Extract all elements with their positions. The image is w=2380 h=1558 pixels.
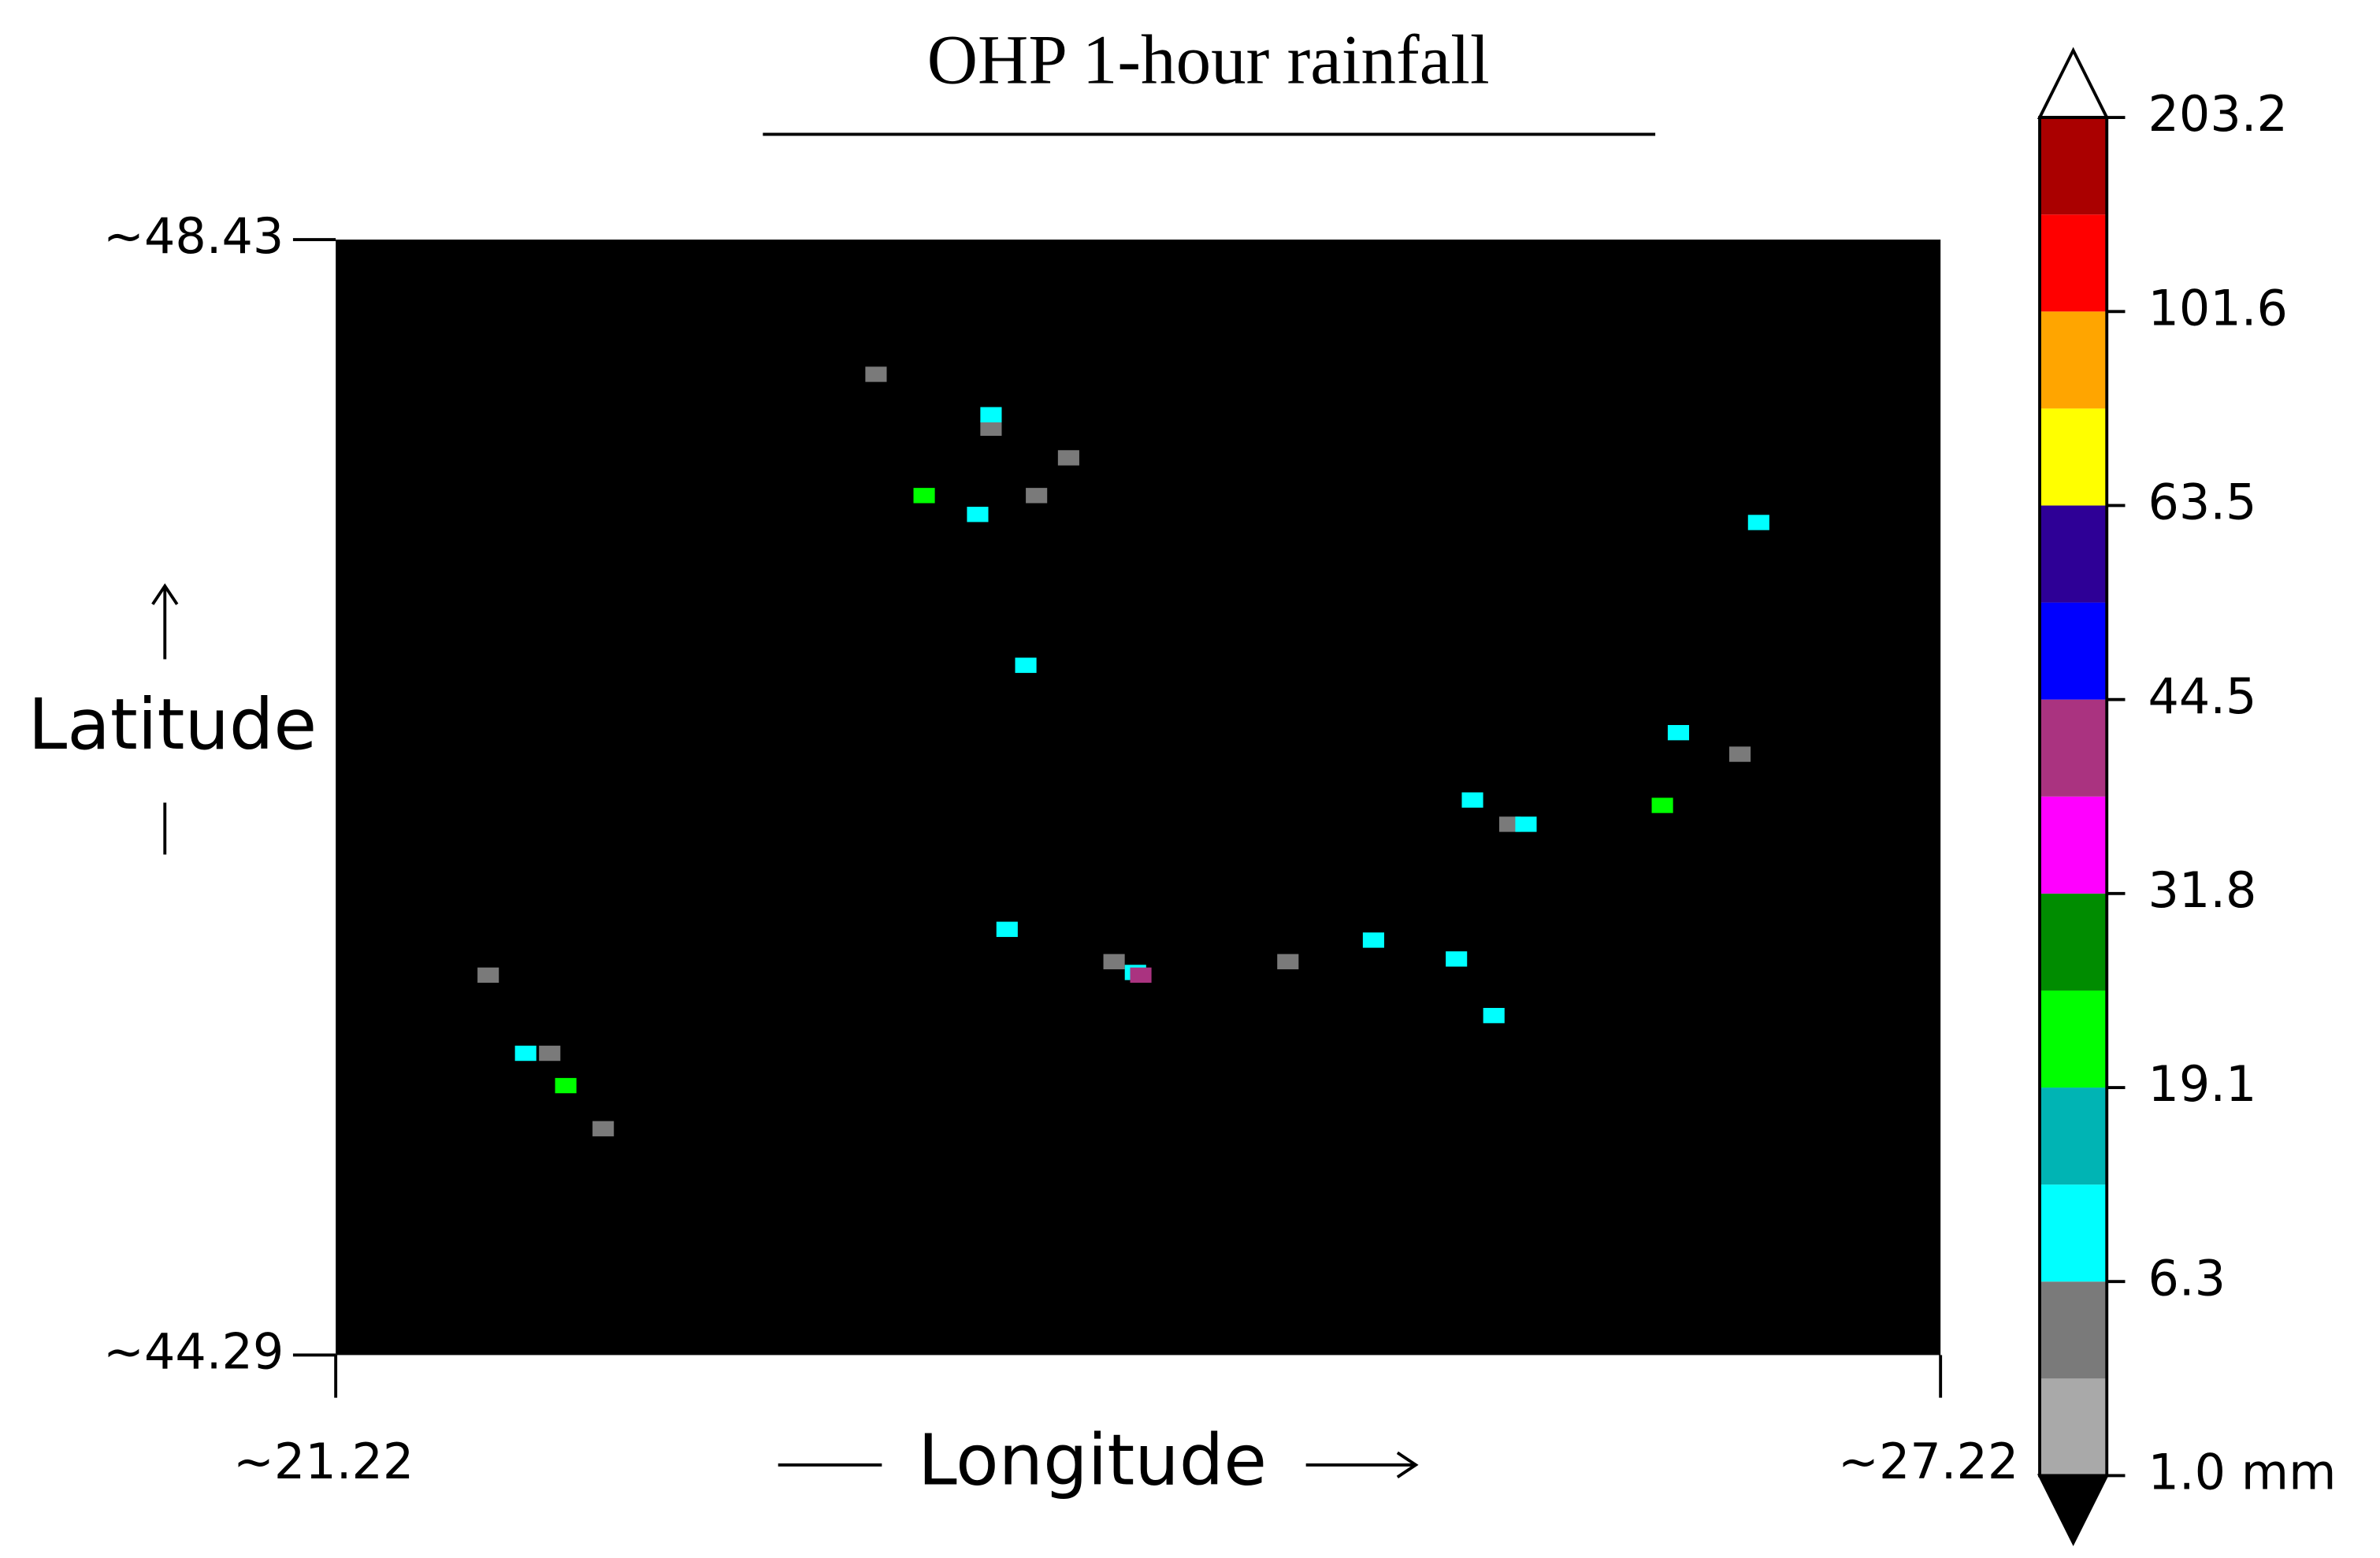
- colorbar-bin: [2040, 505, 2107, 603]
- colorbar-tick-label: 203.2: [2148, 85, 2288, 143]
- colorbar-frame: [2038, 116, 2109, 1478]
- colorbar-bin: [2040, 1378, 2107, 1476]
- colorbar-bin: [2040, 1184, 2107, 1282]
- rain-cell: [1057, 450, 1079, 466]
- rain-cell: [1483, 1007, 1505, 1024]
- rain-cell: [592, 1121, 614, 1136]
- rain-cell: [865, 366, 887, 382]
- colorbar-tick-label: 19.1: [2148, 1055, 2257, 1113]
- rain-cell: [1747, 515, 1769, 530]
- rain-cell: [1362, 932, 1384, 948]
- chart-title: OHP 1-hour rainfall: [927, 22, 1490, 99]
- x-axis-label: Longitude: [918, 1419, 1267, 1501]
- map-background: [336, 240, 1941, 1355]
- rain-cell: [555, 1077, 577, 1094]
- rain-cell: [1499, 816, 1521, 832]
- colorbar-bin: [2040, 893, 2107, 991]
- rain-cell: [1015, 657, 1037, 673]
- colorbar-bin: [2040, 1088, 2107, 1185]
- colorbar-tick-label: 6.3: [2148, 1249, 2226, 1307]
- colorbar-over: [2037, 46, 2110, 120]
- rain-cell: [514, 1045, 537, 1062]
- y-tick-label: ~44.29: [103, 1323, 284, 1381]
- colorbar-tick-label: 101.6: [2148, 279, 2288, 337]
- rain-cell: [539, 1045, 561, 1062]
- x-tick-label: ~27.22: [1838, 1433, 2018, 1490]
- rain-cell: [980, 420, 1002, 437]
- rain-cell: [1446, 951, 1468, 967]
- colorbar-under: [2037, 1474, 2110, 1546]
- colorbar-tick-label: 44.5: [2148, 667, 2257, 725]
- colorbar-tick-label: 63.5: [2148, 474, 2257, 531]
- rain-cell: [1515, 816, 1537, 832]
- rain-cell: [1651, 798, 1673, 813]
- rain-cell: [980, 407, 1002, 422]
- rain-cell: [1277, 954, 1299, 969]
- rain-cell: [913, 488, 935, 504]
- colorbar-tick-label: 31.8: [2148, 861, 2257, 919]
- rain-cell: [967, 507, 989, 522]
- rain-cell: [996, 921, 1018, 937]
- colorbar-bin: [2040, 796, 2107, 894]
- y-arrowhead: [151, 583, 179, 605]
- y-axis-label: Latitude: [28, 684, 317, 766]
- rain-cell: [1103, 954, 1125, 969]
- colorbar-bin: [2040, 990, 2107, 1088]
- rain-cell: [477, 967, 499, 984]
- colorbar-bin: [2040, 602, 2107, 700]
- colorbar-bin: [2040, 117, 2107, 215]
- colorbar-bin: [2040, 311, 2107, 409]
- x-arrowhead: [1396, 1451, 1419, 1478]
- y-tick-label: ~48.43: [103, 207, 284, 265]
- rain-cell: [1461, 792, 1483, 808]
- rain-cell: [1026, 488, 1048, 504]
- colorbar-bin: [2040, 1281, 2107, 1379]
- colorbar-bin: [2040, 699, 2107, 797]
- rain-cell: [1130, 967, 1152, 984]
- x-tick-label: ~21.22: [233, 1433, 414, 1490]
- rain-cell: [1728, 746, 1751, 762]
- colorbar-bin: [2040, 408, 2107, 506]
- colorbar-bin: [2040, 214, 2107, 312]
- rain-cell: [1667, 724, 1690, 741]
- colorbar-tick-label: 1.0 mm: [2148, 1444, 2337, 1501]
